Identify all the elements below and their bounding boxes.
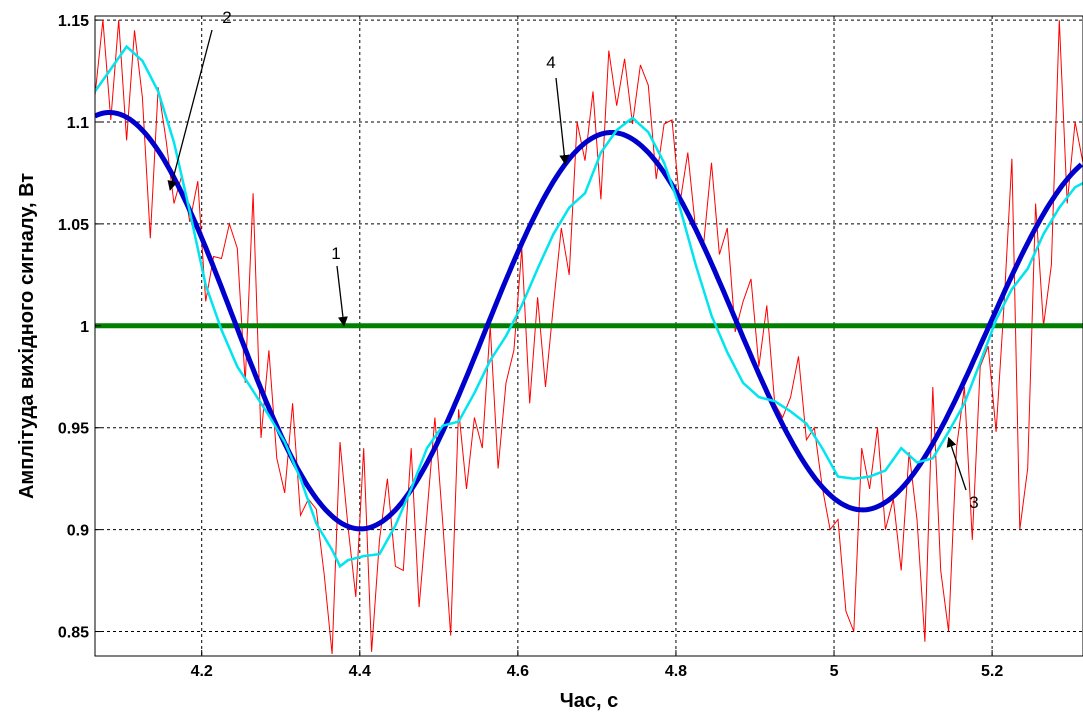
annotation-arrow-4: [555, 77, 570, 166]
x-tick-label: 4.4: [349, 663, 371, 680]
annotation-label-4: 4: [546, 53, 555, 72]
series-3-filtered-line: [95, 44, 1083, 569]
y-tick-label: 1: [80, 319, 89, 336]
x-tick-label: 4.6: [507, 663, 529, 680]
series-4-fitted-line: [95, 110, 1083, 532]
x-axis-label: Час, с: [560, 690, 619, 712]
gridlines: [95, 16, 1083, 656]
y-tick-label: 1.05: [58, 217, 89, 234]
annotation-arrow-2: [167, 29, 213, 191]
y-tick-label: 1.1: [67, 115, 89, 132]
x-tick-label: 4.2: [191, 663, 213, 680]
x-tick-label: 4.8: [665, 663, 687, 680]
y-axis-label: Амплітуда вихідного сигналу, Вт: [16, 173, 38, 499]
annotations: 1 2 3 4: [167, 8, 979, 512]
y-tick-label: 1.15: [58, 13, 89, 30]
annotation-label-1: 1: [331, 244, 340, 263]
y-tick-label: 0.95: [58, 421, 89, 438]
y-tick-label: 0.9: [67, 523, 89, 540]
axis-ticks: 4.2 4.4 4.6 4.8 5 5.2 0.85 0.9 0.95 1 1.05 1.1 1.15: [58, 13, 1003, 680]
annotation-label-3: 3: [969, 493, 978, 512]
annotation-arrow-1: [336, 265, 348, 327]
y-tick-label: 0.85: [58, 625, 89, 642]
annotation-label-2: 2: [222, 8, 231, 27]
x-tick-label: 5: [830, 663, 839, 680]
data-series: [95, 20, 1083, 655]
annotation-arrow-3: [946, 436, 967, 491]
series-2-noisy-line: [95, 20, 1083, 655]
plot-area-frame: [94, 15, 1083, 657]
x-tick-label: 5.2: [981, 663, 1003, 680]
